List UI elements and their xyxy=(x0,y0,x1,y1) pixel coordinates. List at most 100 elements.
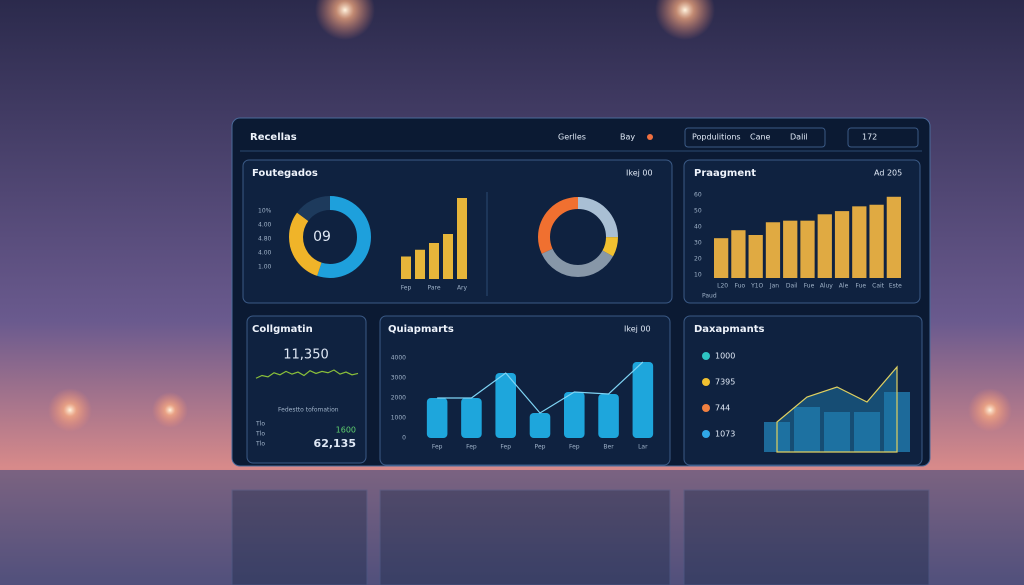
bar xyxy=(817,214,832,278)
row-label: Tlo xyxy=(255,421,265,428)
x-tick-label: Fuo xyxy=(735,283,746,290)
y-tick-label: 4000 xyxy=(391,355,406,362)
y-label: 4.00 xyxy=(258,222,272,229)
status-dot xyxy=(647,134,653,140)
x-tick-label: Fep xyxy=(500,444,511,451)
y-tick-label: 0 xyxy=(402,435,406,442)
sparkline xyxy=(255,369,359,379)
x-tick-label: Fep xyxy=(569,444,580,451)
donut-label: 09 xyxy=(313,229,331,245)
x-tick-label: Este xyxy=(889,283,902,290)
donut-segment xyxy=(289,196,371,278)
panel-title: Quiapmarts xyxy=(388,324,454,335)
bar xyxy=(800,220,815,278)
y-tick-label: 40 xyxy=(694,224,702,231)
donut-segment xyxy=(289,196,371,278)
counter-box xyxy=(847,127,919,148)
bar xyxy=(731,230,746,278)
bar xyxy=(714,238,729,278)
x-label: Ary xyxy=(457,285,468,292)
badge: Ad 205 xyxy=(874,169,902,178)
lights xyxy=(48,0,1012,432)
bar xyxy=(426,398,448,438)
bar xyxy=(834,211,850,278)
legend-label: 1000 xyxy=(715,352,735,361)
x-tick-label: Lar xyxy=(638,444,648,451)
row-label: Tlo xyxy=(255,441,265,448)
subtitle: Fedestto tofomation xyxy=(278,407,339,414)
counter: 172 xyxy=(862,133,877,142)
y-tick-label: 10 xyxy=(694,271,702,278)
bar xyxy=(457,198,467,279)
panel-title: Praagment xyxy=(694,168,756,179)
tab[interactable]: Popdulitions xyxy=(692,133,741,142)
y-label: 4.80 xyxy=(258,236,272,243)
legend-label: 7395 xyxy=(715,378,735,387)
legend-dot xyxy=(702,404,710,412)
x-tick-label: Ber xyxy=(603,444,614,451)
x-label: Pare xyxy=(427,285,440,292)
x-tick-label: Fep xyxy=(466,444,477,451)
y-tick-label: 60 xyxy=(694,192,702,199)
y-tick-label: 50 xyxy=(694,208,702,215)
x-tick-label: Fue xyxy=(804,283,815,290)
panel xyxy=(246,315,367,464)
bar xyxy=(869,204,884,278)
legend-dot xyxy=(702,378,710,386)
badge: Ikej 00 xyxy=(624,325,651,334)
area xyxy=(776,365,898,453)
bar xyxy=(429,243,439,279)
y-tick-label: 30 xyxy=(694,239,702,246)
bar xyxy=(443,234,453,279)
filter[interactable]: Gerlles xyxy=(558,133,586,142)
bar xyxy=(529,413,551,438)
panel xyxy=(379,315,671,466)
panel-title: Foutegados xyxy=(252,168,318,179)
kpi: 11,350 xyxy=(283,348,329,363)
row-label: Tlo xyxy=(255,431,265,438)
total: 62,135 xyxy=(314,437,356,450)
legend-dot xyxy=(702,352,710,360)
x-tick-label: Pep xyxy=(535,444,546,451)
y-tick-label: 20 xyxy=(694,255,702,262)
bar xyxy=(632,362,654,438)
donut-segment xyxy=(538,197,618,277)
y-tick-label: 1000 xyxy=(391,415,406,422)
panel-title: Daxapmants xyxy=(694,324,764,335)
bar xyxy=(783,220,798,278)
filter[interactable]: Bay xyxy=(620,133,635,142)
bar xyxy=(401,256,411,279)
app-title: Recellas xyxy=(250,132,297,143)
x-tick-label: Fue xyxy=(856,283,867,290)
floor xyxy=(0,470,1024,585)
tab-bar xyxy=(684,127,826,148)
x-tick-label: Ale xyxy=(839,283,849,290)
tab[interactable]: Dalil xyxy=(790,133,808,142)
footer-label: Paud xyxy=(702,293,717,300)
x-tick-label: L20 xyxy=(717,283,728,290)
tab[interactable]: Cane xyxy=(750,133,771,142)
bar xyxy=(598,394,619,438)
y-label: 4.00 xyxy=(258,250,272,257)
x-tick-label: Jan xyxy=(769,283,779,290)
x-tick-label: Fep xyxy=(432,444,443,451)
y-tick-label: 3000 xyxy=(391,375,406,382)
bar xyxy=(886,196,901,278)
bar xyxy=(765,222,781,278)
badge: Ikej 00 xyxy=(626,169,653,178)
bar xyxy=(415,249,425,279)
x-tick-label: Aluy xyxy=(820,283,834,290)
bar xyxy=(748,235,763,278)
y-tick-label: 2000 xyxy=(391,395,406,402)
x-tick-label: Dail xyxy=(786,283,798,290)
panel-title: Collgmatin xyxy=(252,324,313,335)
accent-value: 1600 xyxy=(336,426,356,435)
x-label: Fep xyxy=(401,285,412,292)
bar xyxy=(852,206,867,278)
y-label: 1.00 xyxy=(258,264,272,271)
legend-dot xyxy=(702,430,710,438)
donut-segment xyxy=(538,197,618,277)
bar xyxy=(564,392,585,438)
